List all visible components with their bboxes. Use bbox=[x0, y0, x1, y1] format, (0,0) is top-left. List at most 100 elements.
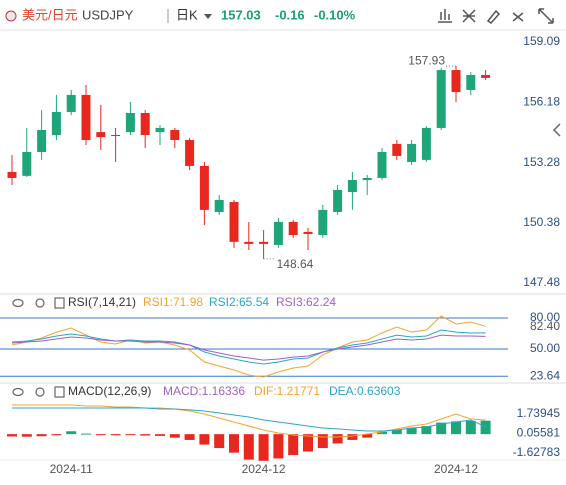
collapse-arrow[interactable] bbox=[552, 123, 561, 137]
macd-bar bbox=[332, 434, 343, 444]
legend-entry: MACD:1.16336 bbox=[163, 384, 245, 398]
macd-bar bbox=[229, 434, 239, 453]
macd-bar bbox=[362, 434, 373, 438]
tools-button[interactable] bbox=[512, 12, 524, 22]
candle-body bbox=[7, 171, 17, 178]
candle-body bbox=[214, 199, 224, 212]
macd-bar bbox=[317, 434, 328, 449]
x-tick-label: 2024-12 bbox=[242, 462, 286, 476]
y-tick-label: 1.73945 bbox=[517, 406, 561, 420]
symbol: USDJPY bbox=[82, 7, 134, 22]
macd-bar bbox=[155, 434, 165, 436]
macd-bar bbox=[199, 434, 210, 445]
candle-body bbox=[51, 111, 61, 135]
legend-entry: RSI2:65.54 bbox=[209, 295, 269, 309]
macd-bar bbox=[288, 434, 299, 456]
series-line bbox=[11, 334, 486, 361]
macd-bar bbox=[184, 434, 195, 440]
candle-body bbox=[125, 113, 135, 133]
candle-body bbox=[96, 132, 106, 138]
box-icon[interactable] bbox=[54, 297, 65, 309]
x-tick-label: 2024-12 bbox=[434, 462, 478, 476]
macd-bar bbox=[273, 434, 284, 459]
macd-bar bbox=[81, 433, 91, 435]
macd-bar bbox=[95, 434, 106, 436]
candle-body bbox=[392, 143, 402, 156]
y-tick-label: 0.05581 bbox=[517, 426, 561, 440]
candle-body bbox=[37, 130, 47, 153]
draw-button[interactable] bbox=[462, 9, 476, 23]
macd-bar bbox=[7, 434, 17, 437]
series-line bbox=[12, 407, 486, 432]
macd-bar bbox=[36, 434, 47, 437]
macd-bar bbox=[21, 434, 32, 437]
y-tick-label: 150.38 bbox=[523, 215, 560, 229]
macd-bar bbox=[436, 422, 447, 435]
legend-entry: RSI1:71.98 bbox=[143, 295, 203, 309]
candle-body bbox=[407, 143, 417, 162]
eye-icon[interactable] bbox=[12, 298, 24, 308]
candle-body bbox=[288, 221, 298, 236]
change-pct: -0.10% bbox=[314, 7, 356, 22]
candle-body bbox=[66, 94, 76, 112]
macd-bar bbox=[243, 434, 254, 460]
series-line bbox=[12, 404, 486, 438]
candle-body bbox=[362, 177, 372, 181]
candle-body bbox=[377, 152, 387, 178]
macd-bar bbox=[125, 434, 136, 436]
candle-body bbox=[347, 180, 357, 193]
annotation: 82.40 bbox=[530, 319, 560, 333]
settings-icon[interactable] bbox=[35, 298, 45, 308]
candle-body bbox=[333, 189, 343, 212]
indicator-button[interactable] bbox=[438, 9, 452, 23]
x-tick-label: 2024-11 bbox=[50, 462, 93, 476]
candle-body bbox=[155, 127, 165, 133]
high-label: 157.93 bbox=[408, 53, 445, 67]
macd-bar bbox=[465, 420, 476, 435]
y-tick-label: 23.64 bbox=[530, 368, 560, 382]
candle-body bbox=[22, 152, 32, 176]
period[interactable]: 日K bbox=[176, 7, 198, 22]
candle-body bbox=[244, 241, 254, 244]
candle-body bbox=[481, 75, 491, 78]
candle-body bbox=[81, 94, 91, 140]
low-label: 148.64 bbox=[277, 257, 314, 271]
period-dropdown[interactable] bbox=[204, 14, 212, 19]
eye-icon[interactable] bbox=[12, 387, 24, 397]
series-line bbox=[11, 329, 486, 365]
candle-body bbox=[229, 202, 239, 242]
candle-body bbox=[170, 130, 180, 140]
macd-bar bbox=[421, 426, 432, 435]
pen-button[interactable] bbox=[486, 9, 501, 24]
macd-bar bbox=[347, 434, 358, 440]
candle-body bbox=[466, 75, 476, 90]
symbol-cn: 美元/日元 bbox=[22, 7, 78, 22]
candle-body bbox=[199, 165, 209, 210]
macd-title: MACD(12,26,9) bbox=[68, 384, 151, 398]
rsi-title: RSI(7,14,21) bbox=[68, 295, 136, 309]
fullscreen-button[interactable] bbox=[538, 8, 554, 24]
legend-entry: DIF:1.21771 bbox=[254, 384, 320, 398]
macd-bar bbox=[258, 434, 269, 461]
legend-entry: RSI3:62.24 bbox=[276, 295, 336, 309]
box-icon[interactable] bbox=[54, 386, 65, 398]
candle-body bbox=[273, 221, 283, 245]
macd-bar bbox=[169, 434, 180, 438]
settings-icon[interactable] bbox=[35, 387, 45, 397]
flag-icon bbox=[5, 10, 17, 22]
candle-body bbox=[303, 231, 313, 234]
candle-body bbox=[140, 113, 150, 135]
candle-body bbox=[318, 209, 328, 236]
candle-body bbox=[185, 139, 195, 166]
macd-bar bbox=[110, 434, 121, 436]
y-tick-label: -1.62783 bbox=[513, 445, 561, 459]
candle-body bbox=[451, 70, 461, 93]
macd-bar bbox=[480, 420, 491, 435]
macd-bar bbox=[66, 431, 77, 435]
y-tick-label: 80.00 bbox=[530, 310, 560, 324]
macd-bar bbox=[377, 431, 387, 435]
legend-entry: DEA:0.63603 bbox=[329, 384, 401, 398]
y-tick-label: 50.00 bbox=[530, 341, 560, 355]
macd-bar bbox=[51, 434, 62, 436]
